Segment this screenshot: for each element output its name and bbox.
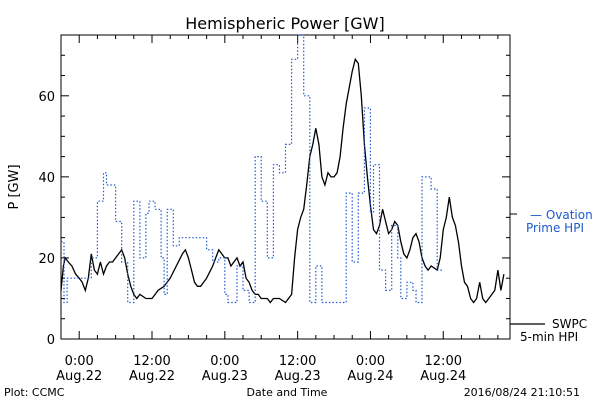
legend-swpc-label-line1: SWPC bbox=[552, 317, 587, 331]
x-tick-time-1: 12:00 bbox=[133, 354, 170, 369]
x-tick-time-2: 0:00 bbox=[210, 354, 239, 369]
y-tick-label-3: 60 bbox=[38, 90, 55, 105]
chart-title: Hemispheric Power [GW] bbox=[185, 14, 384, 33]
legend: — Ovation Prime HPI SWPC 5-min HPI bbox=[510, 208, 593, 344]
y-tick-label-0: 0 bbox=[47, 333, 55, 348]
x-tick-time-0: 0:00 bbox=[65, 354, 94, 369]
x-axis: 0:00Aug.2212:00Aug.220:00Aug.2312:00Aug.… bbox=[56, 35, 499, 384]
plot-frame bbox=[60, 34, 511, 340]
plot-credit: Plot: CCMC bbox=[4, 386, 65, 399]
timestamp: 2016/08/24 21:10:51 bbox=[464, 386, 580, 399]
x-tick-date-1: Aug.22 bbox=[129, 369, 175, 384]
y-axis: 0 20 40 60 bbox=[38, 34, 510, 348]
x-tick-date-4: Aug.24 bbox=[347, 369, 393, 384]
x-tick-time-3: 12:00 bbox=[279, 354, 316, 369]
series-layer bbox=[60, 34, 505, 304]
x-tick-time-5: 12:00 bbox=[425, 354, 462, 369]
y-axis-label: P [GW] bbox=[7, 164, 22, 209]
legend-swpc-label-line2: 5-min HPI bbox=[520, 330, 578, 344]
x-axis-label: Date and Time bbox=[247, 386, 328, 399]
x-tick-date-0: Aug.22 bbox=[56, 369, 102, 384]
legend-ovation-label-line2: Prime HPI bbox=[526, 221, 584, 235]
series-line-ovation bbox=[61, 34, 444, 304]
legend-ovation-label-line1: — Ovation bbox=[530, 208, 593, 222]
x-tick-date-5: Aug.24 bbox=[420, 369, 466, 384]
y-tick-label-2: 40 bbox=[38, 171, 55, 186]
x-tick-date-2: Aug.23 bbox=[202, 369, 248, 384]
x-tick-time-4: 0:00 bbox=[356, 354, 385, 369]
y-tick-label-1: 20 bbox=[38, 252, 55, 267]
x-tick-date-3: Aug.23 bbox=[275, 369, 321, 384]
